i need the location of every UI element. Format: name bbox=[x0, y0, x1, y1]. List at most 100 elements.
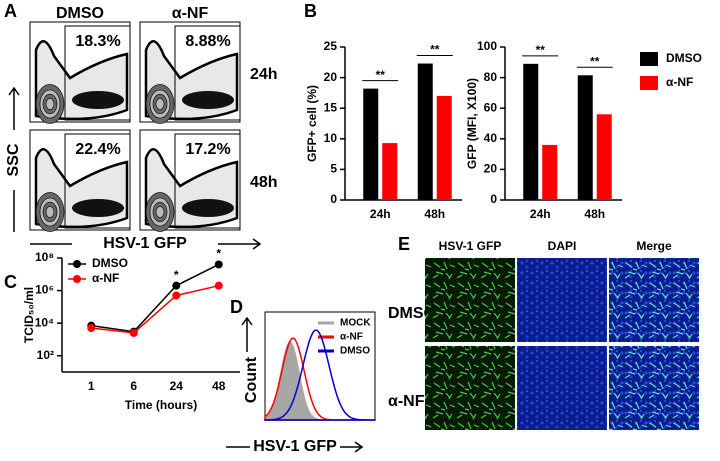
legend-marker bbox=[73, 275, 81, 283]
y-tick-label: 10 bbox=[324, 131, 338, 145]
x-tick-label: 24h bbox=[530, 207, 551, 221]
bar bbox=[382, 143, 398, 200]
column-label: Merge bbox=[636, 239, 672, 253]
x-tick-label: 48h bbox=[584, 207, 605, 221]
density-core bbox=[182, 199, 234, 217]
legend-label: MOCK bbox=[340, 318, 371, 329]
density-core bbox=[182, 91, 234, 109]
row-label: 24h bbox=[250, 66, 278, 83]
column-label: HSV-1 GFP bbox=[439, 239, 502, 253]
bar bbox=[577, 75, 593, 200]
significance: ** bbox=[536, 43, 546, 57]
y-tick-label: 20 bbox=[484, 162, 498, 176]
gate bbox=[174, 133, 241, 229]
x-tick-label: 24 bbox=[170, 379, 184, 393]
density-core bbox=[72, 91, 124, 109]
y-tick-label: 20 bbox=[324, 70, 338, 84]
y-tick-label: 60 bbox=[484, 100, 498, 114]
y-tick-label: 5 bbox=[330, 162, 337, 176]
micrograph bbox=[425, 258, 515, 342]
significance: * bbox=[216, 247, 221, 261]
x-tick-label: 6 bbox=[130, 379, 137, 393]
legend-label: DMSO bbox=[666, 51, 702, 65]
x-axis-label: Time (hours) bbox=[125, 398, 197, 412]
y-tick-label: 10⁸ bbox=[35, 250, 54, 264]
column-label: α-NF bbox=[172, 5, 209, 22]
panel-label: B bbox=[304, 1, 317, 21]
axis-label: Count bbox=[243, 356, 260, 403]
significance: ** bbox=[430, 43, 440, 57]
y-tick-label: 25 bbox=[324, 39, 338, 53]
bar bbox=[523, 63, 539, 200]
legend-label: α-NF bbox=[666, 75, 693, 89]
bar bbox=[542, 144, 558, 200]
panel-label: E bbox=[398, 234, 410, 254]
y-tick-label: 40 bbox=[484, 131, 498, 145]
axis-label: SSC bbox=[5, 143, 22, 176]
legend-label: DMSO bbox=[340, 346, 370, 357]
significance: ** bbox=[376, 68, 386, 82]
point bbox=[129, 328, 138, 337]
y-tick-label: 10² bbox=[37, 348, 54, 362]
x-tick-label: 24h bbox=[370, 207, 391, 221]
point bbox=[172, 291, 181, 300]
y-tick-label: 0 bbox=[330, 192, 337, 206]
micrograph bbox=[609, 258, 699, 342]
y-tick-label: 10⁶ bbox=[35, 283, 54, 297]
micrograph bbox=[517, 346, 607, 430]
arrow bbox=[8, 86, 20, 232]
arrow bbox=[226, 441, 364, 453]
histogram-curve bbox=[264, 329, 376, 421]
y-tick-label: 0 bbox=[490, 192, 497, 206]
density-contour bbox=[45, 206, 55, 218]
legend-label: α-NF bbox=[92, 271, 119, 285]
legend-swatch bbox=[640, 76, 658, 90]
arrow bbox=[30, 238, 262, 250]
legend-label: α-NF bbox=[340, 332, 363, 343]
bar bbox=[436, 95, 452, 200]
y-axis-label: GFP+ cell (%) bbox=[305, 85, 319, 162]
axis-label: HSV-1 GFP bbox=[253, 438, 337, 455]
gate-percent: 8.88% bbox=[185, 33, 230, 50]
density-core bbox=[72, 199, 124, 217]
gate bbox=[174, 25, 241, 121]
gate-percent: 22.4% bbox=[75, 141, 120, 158]
legend-label: DMSO bbox=[92, 256, 128, 270]
y-tick-label: 100 bbox=[477, 39, 497, 53]
x-tick-label: 1 bbox=[88, 379, 95, 393]
micrograph bbox=[425, 346, 515, 430]
y-axis-label: GFP (MFI, X100) bbox=[465, 78, 479, 169]
row-label: DMSO bbox=[388, 305, 436, 322]
bar bbox=[596, 114, 612, 200]
series-line bbox=[91, 263, 220, 333]
gate bbox=[64, 133, 131, 229]
row-label: 48h bbox=[250, 174, 278, 191]
legend-swatch bbox=[640, 52, 658, 66]
bar bbox=[363, 88, 379, 200]
x-tick-label: 48h bbox=[424, 207, 445, 221]
column-label: DMSO bbox=[56, 5, 104, 22]
density-contour bbox=[45, 98, 55, 110]
y-tick-label: 10⁴ bbox=[35, 315, 54, 329]
y-tick-label: 80 bbox=[484, 70, 498, 84]
arrow bbox=[241, 316, 253, 352]
gate-percent: 17.2% bbox=[185, 141, 230, 158]
axis-label: HSV-1 GFP bbox=[103, 235, 187, 252]
point bbox=[214, 281, 223, 290]
point bbox=[87, 324, 96, 333]
point bbox=[172, 281, 181, 290]
panel-label: C bbox=[4, 272, 17, 292]
row-label: α-NF bbox=[388, 393, 425, 410]
y-axis-label: TCID₅₀/ml bbox=[22, 287, 36, 343]
point bbox=[214, 260, 223, 269]
micrograph bbox=[517, 258, 607, 342]
legend-marker bbox=[73, 260, 81, 268]
panel-label: A bbox=[4, 1, 17, 21]
significance: ** bbox=[590, 54, 600, 68]
column-label: DAPI bbox=[548, 239, 577, 253]
micrograph bbox=[609, 346, 699, 430]
x-tick-label: 48 bbox=[212, 379, 226, 393]
density-contour bbox=[155, 98, 165, 110]
density-contour bbox=[155, 206, 165, 218]
